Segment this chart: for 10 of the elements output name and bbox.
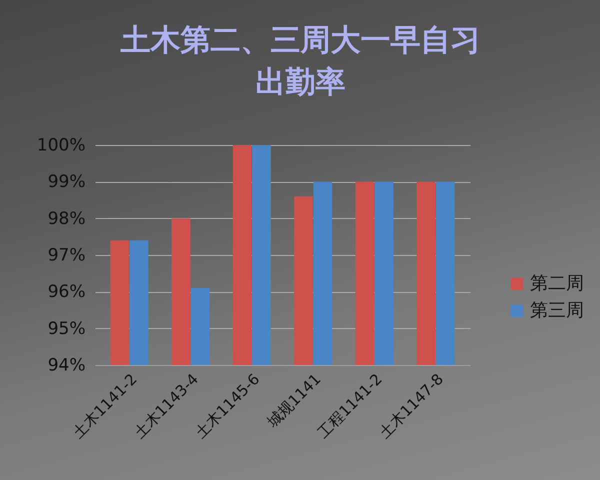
y-tick-label: 97% [48, 246, 86, 266]
chart-title: 土木第二、三周大一早自习出勤率 [120, 23, 480, 100]
legend-label: 第二周 [530, 272, 584, 294]
legend-label: 第三周 [530, 300, 584, 321]
y-tick-label: 95% [48, 318, 86, 339]
y-tick-label: 99% [48, 172, 86, 192]
y-tick-label: 94% [48, 356, 86, 376]
y-tick-label: 96% [48, 282, 86, 302]
y-tick-label: 98% [48, 208, 86, 229]
y-tick-label: 100% [36, 136, 86, 156]
